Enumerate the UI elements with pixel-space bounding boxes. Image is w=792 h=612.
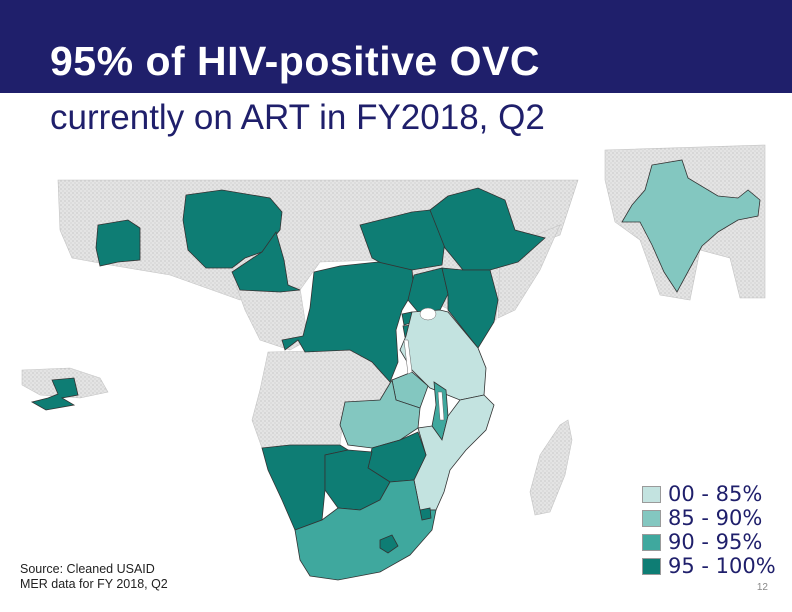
- legend-swatch: [642, 533, 661, 551]
- region-cameroon: [231, 231, 301, 293]
- legend-label: 90 - 95%: [668, 530, 763, 554]
- region-mozambique: [413, 394, 495, 511]
- lake-victoria: [419, 307, 437, 321]
- legend-item: 90 - 95%: [642, 530, 776, 554]
- region-lesotho: [379, 534, 399, 554]
- legend-swatch: [642, 485, 661, 503]
- legend-item: 85 - 90%: [642, 506, 776, 530]
- region-dr-congo: [281, 261, 415, 383]
- slide-subtitle: currently on ART in FY2018, Q2: [50, 98, 545, 137]
- no-data-gabon-congo: [235, 284, 309, 351]
- legend-item: 00 - 85%: [642, 482, 776, 506]
- title-bar: [0, 0, 792, 93]
- lakes: [403, 307, 445, 421]
- no-data-madagascar: [529, 419, 573, 516]
- region-nigeria: [182, 189, 283, 269]
- region-cote-divoire: [95, 219, 141, 267]
- source-line-1: Source: Cleaned USAID: [20, 562, 155, 576]
- country-shapes: [30, 159, 761, 581]
- region-eswatini: [419, 507, 432, 521]
- legend-item: 95 - 100%: [642, 554, 776, 578]
- region-haiti: [30, 377, 79, 411]
- legend-swatch: [642, 509, 661, 527]
- page-number: 12: [756, 582, 768, 593]
- map-legend: 00 - 85% 85 - 90% 90 - 95% 95 - 100%: [642, 482, 776, 578]
- source-note: Source: Cleaned USAID MER data for FY 20…: [20, 562, 168, 592]
- region-ethiopia: [429, 187, 546, 271]
- legend-label: 00 - 85%: [668, 482, 763, 506]
- region-kenya: [441, 267, 499, 349]
- legend-swatch: [642, 557, 661, 575]
- lake-malawi: [437, 391, 445, 421]
- lake-tanganyika: [403, 339, 413, 375]
- source-line-2: MER data for FY 2018, Q2: [20, 577, 168, 591]
- slide-title: 95% of HIV-positive OVC: [50, 38, 540, 84]
- region-uganda: [407, 267, 449, 313]
- region-india: [621, 159, 761, 293]
- legend-label: 85 - 90%: [668, 506, 763, 530]
- legend-label: 95 - 100%: [668, 554, 776, 578]
